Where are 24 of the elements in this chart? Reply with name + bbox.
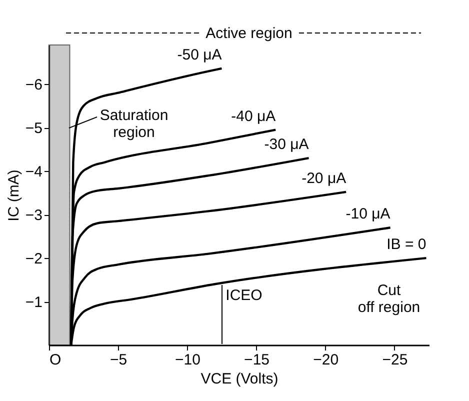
series-label: -10 μA <box>346 206 390 223</box>
series-label: -40 μA <box>231 108 276 125</box>
annotation: ICEO <box>226 287 262 304</box>
annotation: Cut off region <box>358 282 420 316</box>
x-tick-label: −25 <box>382 352 408 368</box>
series-label: IB = 0 <box>386 236 426 254</box>
series-label: -30 μA <box>264 136 309 154</box>
x-tick-label: −15 <box>244 352 270 368</box>
x-tick-label: −5 <box>110 352 128 368</box>
y-tick-label: −3 <box>25 207 42 224</box>
y-tick-label: −1 <box>25 294 42 312</box>
series-label: -50 μA <box>177 46 222 64</box>
series-label: -20 μA <box>302 170 346 187</box>
y-tick-label: −4 <box>25 164 42 181</box>
band-label: Saturation region <box>100 107 168 141</box>
y-tick-label: −5 <box>25 120 42 138</box>
text: Active region <box>206 25 292 42</box>
y-axis-title: IC (mA) <box>5 170 22 222</box>
y-tick-label: −2 <box>25 250 42 268</box>
x-tick-label: −10 <box>174 352 200 368</box>
x-axis-title: VCE (Volts) <box>200 370 278 388</box>
y-tick-label: −6 <box>25 76 42 94</box>
x-tick-label: O <box>50 352 62 368</box>
x-tick-label: −20 <box>313 352 339 368</box>
